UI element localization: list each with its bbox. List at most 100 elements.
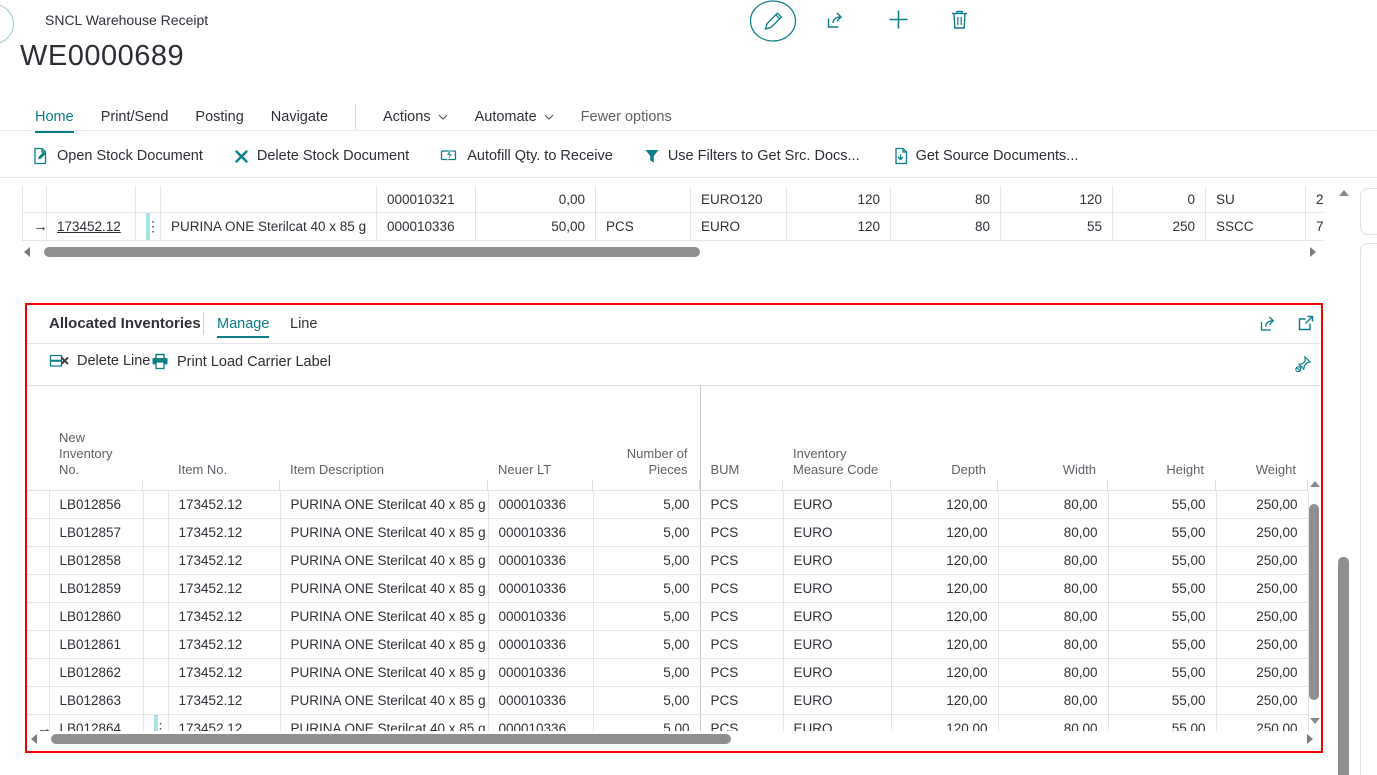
cell-bum[interactable]: PCS: [700, 714, 784, 731]
cell-number-of-pieces[interactable]: 5,00: [593, 658, 701, 687]
allocated-grid-vscrollbar[interactable]: [1308, 478, 1321, 730]
cell-width[interactable]: 80,00: [998, 546, 1109, 575]
cell-neuer-lt[interactable]: 000010336: [488, 602, 594, 631]
table-row[interactable]: → LB012860 ⋮ 173452.12 PURINA ONE Steril…: [27, 602, 1309, 631]
item-no-value[interactable]: 173452.12: [178, 553, 243, 568]
cell-label-type[interactable]: SSCC: [1205, 212, 1306, 241]
cell-inventory-measure-code[interactable]: EURO: [783, 490, 892, 519]
cell-inventory-measure-code[interactable]: EURO: [783, 546, 892, 575]
cell-bum[interactable]: PCS: [700, 686, 784, 715]
table-row[interactable]: → LB012862 ⋮ 173452.12 PURINA ONE Steril…: [27, 658, 1309, 687]
tab-line[interactable]: Line: [290, 316, 318, 332]
tab-manage[interactable]: Manage: [217, 316, 270, 338]
tab-navigate[interactable]: Navigate: [270, 109, 329, 125]
cell-height[interactable]: 55,00: [1108, 714, 1217, 731]
cell-weight[interactable]: 250,00: [1216, 658, 1309, 687]
cell-depth[interactable]: 120,00: [891, 490, 999, 519]
scroll-down-arrow[interactable]: [1310, 718, 1320, 724]
cell-depth[interactable]: 120,00: [891, 630, 999, 659]
item-no-value[interactable]: 173452.12: [178, 721, 243, 731]
scroll-up-arrow[interactable]: [1310, 481, 1320, 487]
tab-automate[interactable]: Automate: [475, 109, 554, 125]
cell-new-inventory-no[interactable]: LB012857: [49, 518, 144, 547]
cell-width[interactable]: 80,00: [998, 490, 1109, 519]
hscroll-thumb[interactable]: [44, 247, 700, 257]
cell-new-inventory-no[interactable]: LB012859: [49, 574, 144, 603]
cell-new-inventory-no[interactable]: LB012862: [49, 658, 144, 687]
cell-height[interactable]: 120: [1000, 186, 1113, 213]
cell-width[interactable]: 80,00: [998, 686, 1109, 715]
cell-item-description[interactable]: PURINA ONE Sterilcat 40 x 85 g: [280, 490, 489, 519]
col-header-width[interactable]: Width: [998, 385, 1108, 491]
cell-weight[interactable]: 250,00: [1216, 714, 1309, 731]
open-stock-document-button[interactable]: Open Stock Document: [32, 147, 203, 165]
cell-new-inventory-no[interactable]: LB012856: [49, 490, 144, 519]
cell-inventory-measure-code[interactable]: EURO: [783, 630, 892, 659]
section-share-button[interactable]: [1259, 314, 1279, 332]
col-header-item-description[interactable]: Item Description: [280, 385, 488, 491]
scroll-left-arrow[interactable]: [24, 247, 30, 257]
cell-number-of-pieces[interactable]: 5,00: [593, 630, 701, 659]
col-header-bum[interactable]: BUM: [700, 385, 783, 491]
cell-height[interactable]: 55: [1000, 212, 1113, 241]
cell-width[interactable]: 80,00: [998, 658, 1109, 687]
cell-bum[interactable]: PCS: [700, 602, 784, 631]
scroll-up-arrow[interactable]: [1339, 190, 1349, 196]
cell-item-description[interactable]: PURINA ONE Sterilcat 40 x 85 g: [280, 602, 489, 631]
cell-number-of-pieces[interactable]: 5,00: [593, 714, 701, 731]
cell-height[interactable]: 55,00: [1108, 658, 1217, 687]
cell-height[interactable]: 55,00: [1108, 574, 1217, 603]
cell-neuer-lt[interactable]: 000010336: [376, 212, 476, 241]
item-no-value[interactable]: 173452.12: [178, 637, 243, 652]
cell-neuer-lt[interactable]: 000010336: [488, 658, 594, 687]
cell-description[interactable]: [160, 186, 377, 213]
col-header-new-inventory-no[interactable]: New Inventory No.: [49, 385, 143, 491]
cell-weight[interactable]: 250,00: [1216, 490, 1309, 519]
new-inventory-no-value[interactable]: LB012859: [59, 581, 122, 596]
cell-neuer-lt[interactable]: 000010336: [488, 546, 594, 575]
cell-item-no[interactable]: 173452.12: [168, 686, 281, 715]
cell-inventory-measure-code[interactable]: EURO: [783, 518, 892, 547]
cell-uom[interactable]: [595, 186, 691, 213]
col-header-neuer-lt[interactable]: Neuer LT: [488, 385, 593, 491]
col-header-inventory-measure-code[interactable]: Inventory Measure Code: [783, 385, 891, 491]
cell-weight[interactable]: 250,00: [1216, 686, 1309, 715]
autofill-qty-button[interactable]: Autofill Qty. to Receive: [440, 148, 613, 164]
cell-height[interactable]: 55,00: [1108, 518, 1217, 547]
table-row[interactable]: → LB012858 ⋮ 173452.12 PURINA ONE Steril…: [27, 546, 1309, 575]
row-menu-cell[interactable]: ⋮: [143, 518, 169, 547]
cell-depth[interactable]: 120,00: [891, 686, 999, 715]
cell-number-of-pieces[interactable]: 5,00: [593, 574, 701, 603]
cell-weight[interactable]: 250: [1112, 212, 1206, 241]
cell-item-no[interactable]: 173452.12: [168, 518, 281, 547]
cell-item-no[interactable]: 173452.12: [46, 212, 136, 241]
cell-height[interactable]: 55,00: [1108, 630, 1217, 659]
cell-new-inventory-no[interactable]: LB012861: [49, 630, 144, 659]
unpin-button[interactable]: [1293, 355, 1312, 374]
cell-item-no[interactable]: 173452.12: [168, 490, 281, 519]
row-menu-cell[interactable]: ⋮: [143, 490, 169, 519]
get-source-documents-button[interactable]: Get Source Documents...: [891, 147, 1078, 165]
delete-stock-document-button[interactable]: Delete Stock Document: [234, 148, 409, 164]
cell-weight[interactable]: 0: [1112, 186, 1206, 213]
cell-number-of-pieces[interactable]: 5,00: [593, 602, 701, 631]
cell-new-inventory-no[interactable]: LB012864: [49, 714, 144, 731]
cell-depth[interactable]: 120,00: [891, 602, 999, 631]
cell-neuer-lt[interactable]: 000010336: [488, 574, 594, 603]
cell-depth[interactable]: 120: [786, 186, 891, 213]
new-inventory-no-value[interactable]: LB012857: [59, 525, 122, 540]
cell-item-description[interactable]: PURINA ONE Sterilcat 40 x 85 g: [280, 686, 489, 715]
cell-inventory-measure-code[interactable]: EURO: [783, 714, 892, 731]
cell-width[interactable]: 80: [890, 186, 1001, 213]
cell-neuer-lt[interactable]: 000010336: [488, 714, 594, 731]
cell-height[interactable]: 55,00: [1108, 686, 1217, 715]
cell-item-no[interactable]: [46, 186, 136, 213]
cell-item-no[interactable]: 173452.12: [168, 574, 281, 603]
cell-weight[interactable]: 250,00: [1216, 602, 1309, 631]
cell-height[interactable]: 55,00: [1108, 602, 1217, 631]
table-row[interactable]: → 173452.12 ⋮ PURINA ONE Sterilcat 40 x …: [22, 212, 1323, 241]
cell-item-no[interactable]: 173452.12: [168, 714, 281, 731]
table-row[interactable]: → ⋮ 000010321 0,00 EURO120 120 80 120 0 …: [22, 186, 1323, 213]
cell-width[interactable]: 80,00: [998, 518, 1109, 547]
cell-new-inventory-no[interactable]: LB012860: [49, 602, 144, 631]
